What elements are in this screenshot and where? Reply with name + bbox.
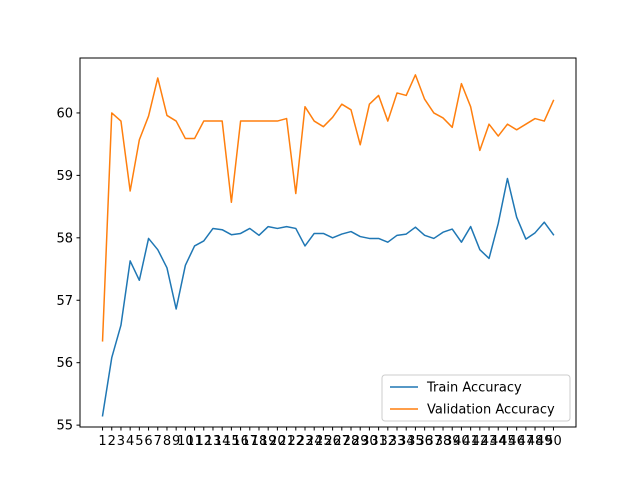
y-tick-label: 55: [56, 419, 73, 434]
x-tick-label: 16: [232, 434, 249, 449]
x-tick-label: 34: [398, 434, 415, 449]
series-layer: [101, 74, 555, 417]
x-tick-label: 32: [380, 434, 397, 449]
plot-area: [80, 58, 576, 427]
x-tick-label: 10: [177, 434, 194, 449]
x-tick-label: 39: [444, 434, 461, 449]
x-tick-label: 9: [172, 434, 180, 449]
x-tick-label: 14: [214, 434, 231, 449]
x-tick-label: 2: [108, 434, 116, 449]
x-tick-label: 26: [324, 434, 341, 449]
x-tick-label: 50: [545, 434, 562, 449]
series-line-train-accuracy: [101, 177, 555, 417]
x-tick-label: 29: [352, 434, 369, 449]
x-tick-label: 30: [361, 434, 378, 449]
y-tick-label: 59: [56, 169, 73, 184]
x-tick-label: 3: [117, 434, 125, 449]
x-tick-label: 37: [426, 434, 443, 449]
y-tick-label: 60: [56, 106, 73, 121]
x-tick-label: 19: [260, 434, 277, 449]
x-tick-label: 43: [481, 434, 498, 449]
x-tick-label: 18: [251, 434, 268, 449]
y-tick-label: 58: [56, 231, 73, 246]
x-tick-label: 22: [288, 434, 305, 449]
plot-frame: [79, 57, 577, 428]
x-tick-label: 1: [98, 434, 106, 449]
x-tick-label: 46: [508, 434, 525, 449]
x-tick-label: 38: [435, 434, 452, 449]
x-tick-label: 13: [205, 434, 222, 449]
x-tick-label: 20: [269, 434, 286, 449]
x-tick-label: 27: [334, 434, 351, 449]
x-tick-label: 31: [370, 434, 387, 449]
x-tick-label: 12: [195, 434, 212, 449]
x-tick-label: 23: [297, 434, 314, 449]
x-tick-label: 36: [416, 434, 433, 449]
x-tick-label: 48: [527, 434, 544, 449]
x-tick-label: 25: [315, 434, 332, 449]
legend-label: Train Accuracy: [426, 381, 522, 396]
legend-label: Validation Accuracy: [427, 403, 555, 418]
x-tick-label: 4: [126, 434, 134, 449]
y-tick-label: 57: [56, 294, 73, 309]
x-tick-label: 11: [186, 434, 203, 449]
x-tick-label: 28: [343, 434, 360, 449]
x-tick-label: 24: [306, 434, 323, 449]
x-tick-label: 47: [518, 434, 535, 449]
x-tick-label: 5: [135, 434, 143, 449]
x-tick-label: 21: [278, 434, 295, 449]
y-tick-label: 56: [56, 356, 73, 371]
legend-box: [381, 374, 571, 422]
x-tick-label: 7: [154, 434, 162, 449]
x-tick-label: 49: [536, 434, 553, 449]
x-tick-label: 8: [163, 434, 171, 449]
series-line-validation-accuracy: [101, 74, 555, 342]
x-tick-label: 17: [242, 434, 259, 449]
x-tick-label: 44: [490, 434, 507, 449]
x-tick-label: 6: [144, 434, 152, 449]
x-tick-label: 35: [407, 434, 424, 449]
x-tick-label: 40: [453, 434, 470, 449]
legend: Train Accuracy Validation Accuracy: [381, 374, 571, 422]
x-tick-label: 41: [462, 434, 479, 449]
x-tick-label: 15: [223, 434, 240, 449]
x-tick-label: 33: [389, 434, 406, 449]
x-tick-label: 45: [499, 434, 516, 449]
x-tick-label: 42: [472, 434, 489, 449]
